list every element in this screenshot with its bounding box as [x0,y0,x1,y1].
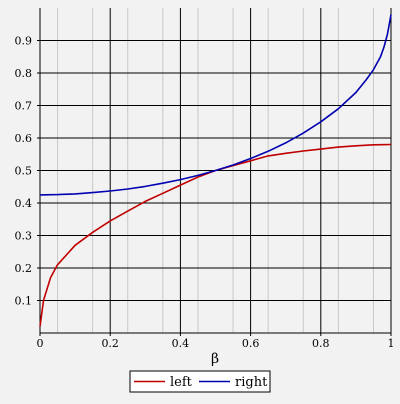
legend: left right [129,370,271,393]
x-tick-label: 0.2 [101,337,119,350]
x-tick-label: 0.8 [312,337,330,350]
y-tick-label: 0.3 [15,230,33,243]
y-tick-label: 0.2 [15,262,33,275]
series-line-left [39,143,392,327]
series-line-right [39,14,392,196]
x-tick-label: 1 [388,337,395,350]
axes [37,8,392,336]
legend-label-left: left [170,375,193,390]
y-tick-label: 0.4 [15,197,33,210]
x-axis-label: β [211,351,219,367]
legend-label-right: right [235,375,268,390]
x-tick-label: 0.4 [172,337,190,350]
major-grid [40,8,392,333]
y-tick-label: 0.8 [15,67,33,80]
y-tick-label: 0.1 [15,295,33,308]
x-tick-label: 0.6 [242,337,260,350]
y-tick-label: 0.5 [15,165,33,178]
y-tick-label: 0.6 [15,132,33,145]
series-layer [39,14,392,327]
x-tick-label: 0 [37,337,44,350]
tick-labels: 0 0.2 0.4 0.6 0.8 1 0.1 0.2 0.3 0.4 0.5 0.6 0.7 0.8 0.… [15,35,395,351]
y-tick-label: 0.9 [15,35,33,48]
y-tick-label: 0.7 [15,100,33,113]
